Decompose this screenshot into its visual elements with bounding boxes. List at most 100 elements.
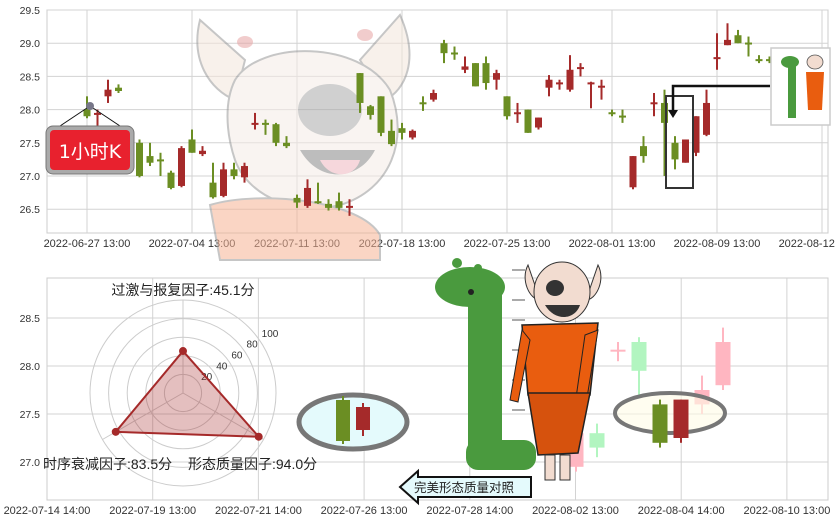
radar-area	[113, 349, 261, 438]
candle-up	[587, 82, 595, 85]
candle-down	[755, 59, 763, 62]
matched-candles	[652, 399, 689, 448]
candle-up	[346, 205, 353, 208]
candle-down	[472, 63, 479, 87]
top-candles	[83, 23, 773, 216]
candle-up	[682, 139, 689, 163]
pattern-highlight-box	[665, 95, 694, 189]
top-chart-grid: 29.5 29.0 28.5 28.0 27.5 27.0 26.5 2022-06-27 1…	[20, 5, 835, 250]
bottom-x-tick-label: 2022-07-19 13:00	[109, 505, 196, 517]
radar-point	[254, 432, 263, 441]
timeframe-badge: 1小时K	[45, 102, 135, 175]
candle-down	[83, 109, 91, 117]
radar-ring-label: 60	[231, 351, 243, 362]
dog-cartoon-watermark	[196, 13, 411, 261]
bottom-plot-area	[46, 277, 829, 501]
candle-down	[157, 159, 164, 162]
radar-ring-label: 80	[247, 340, 259, 351]
faded-candle	[610, 349, 626, 352]
candle-down	[230, 169, 238, 176]
bottom-x-tick-label: 2022-07-26 13:00	[321, 505, 408, 517]
bottom-y-tick-label: 27.5	[20, 409, 41, 421]
candle-down	[619, 115, 626, 118]
candle-up	[251, 122, 259, 125]
bottom-y-tick-label: 28.5	[20, 313, 41, 325]
top-x-tick-label: 2022-06-27 13:00	[44, 238, 131, 250]
candle-down	[293, 197, 301, 203]
candle-up	[430, 93, 437, 100]
candle-down	[671, 142, 679, 160]
arrow-head-icon	[668, 110, 678, 118]
top-x-tick-label: 2022-07-25 13:00	[464, 238, 551, 250]
radar-ring-label: 40	[216, 361, 228, 372]
thumbnail-cartoon[interactable]	[770, 47, 831, 126]
top-x-tick-label: 2022-08-01 13:00	[569, 238, 656, 250]
compare-arrow-text: 完美形态质量对照	[414, 480, 514, 495]
candle-up	[199, 150, 206, 155]
bottom-y-tick-label: 27.0	[20, 457, 41, 469]
candle-down	[146, 156, 154, 163]
pattern-pointer-arrow	[671, 84, 770, 112]
matched-candle	[652, 404, 668, 443]
top-y-tick-label: 27.5	[20, 138, 41, 150]
top-x-tick-label: 2022-07-04 13:00	[149, 238, 236, 250]
giraffe-cartoon	[435, 258, 536, 470]
top-y-tick-label: 29.0	[20, 38, 41, 50]
candle-down	[335, 201, 343, 208]
candle-up	[304, 187, 311, 206]
top-x-tick-label: 2022-08-09 13:00	[674, 238, 761, 250]
candle-up	[514, 112, 521, 115]
radar-factor-label: 过激与报复因子:45.1分	[111, 282, 254, 298]
candle-up	[692, 116, 700, 153]
bottom-x-tick-label: 2022-07-28 14:00	[426, 505, 513, 517]
bottom-x-tick-label: 2022-07-21 14:00	[215, 505, 302, 517]
candle-up	[493, 73, 500, 80]
candle-down	[356, 73, 364, 103]
candle-down	[766, 59, 773, 62]
candle-up	[650, 102, 658, 105]
candle-up	[461, 66, 469, 70]
candle-down	[745, 42, 752, 45]
candle-down	[367, 106, 374, 115]
candle-up	[598, 85, 605, 88]
candle-down	[314, 201, 322, 204]
reference-candle-down	[336, 400, 350, 441]
candle-down	[209, 182, 217, 198]
candle-down	[524, 109, 532, 133]
top-y-tick-label: 27.0	[20, 171, 41, 183]
radar-factor-label: 形态质量因子:94.0分	[188, 456, 317, 472]
candle-up	[703, 102, 710, 135]
candle-down	[451, 52, 458, 55]
faded-candle	[631, 342, 647, 371]
candle-up	[241, 166, 248, 178]
reference-candle-up	[356, 407, 370, 430]
candle-down	[640, 146, 647, 157]
compare-arrow-label[interactable]: 完美形态质量对照	[398, 468, 532, 506]
bottom-chart-grid: 28.5 28.0 27.5 27.0 2022-07-14 14:00 2022-07-…	[4, 277, 830, 517]
faded-candle	[589, 433, 605, 448]
badge-label: 1小时K	[59, 141, 122, 163]
bottom-y-tick-label: 28.0	[20, 361, 41, 373]
radar-axis	[182, 392, 264, 440]
bottom-x-tick-label: 2022-08-10 13:00	[743, 505, 830, 517]
candle-up	[178, 148, 185, 186]
candle-down	[388, 130, 395, 145]
top-y-tick-label: 28.0	[20, 105, 41, 117]
candle-up	[724, 39, 731, 46]
candle-down	[377, 96, 385, 133]
radar-point	[111, 427, 120, 436]
candle-down	[503, 96, 511, 117]
candle-up	[556, 82, 563, 85]
candle-up	[535, 117, 542, 128]
candle-up	[104, 89, 112, 97]
matched-pattern-oval	[613, 391, 727, 435]
faded-candle	[715, 342, 731, 386]
candle-down	[734, 35, 742, 44]
candle-down	[440, 43, 448, 54]
candle-down	[167, 172, 175, 188]
candle-up	[545, 79, 553, 88]
dog-cartoon	[509, 261, 602, 481]
candle-down	[398, 128, 406, 133]
top-y-tick-label: 26.5	[20, 204, 41, 216]
